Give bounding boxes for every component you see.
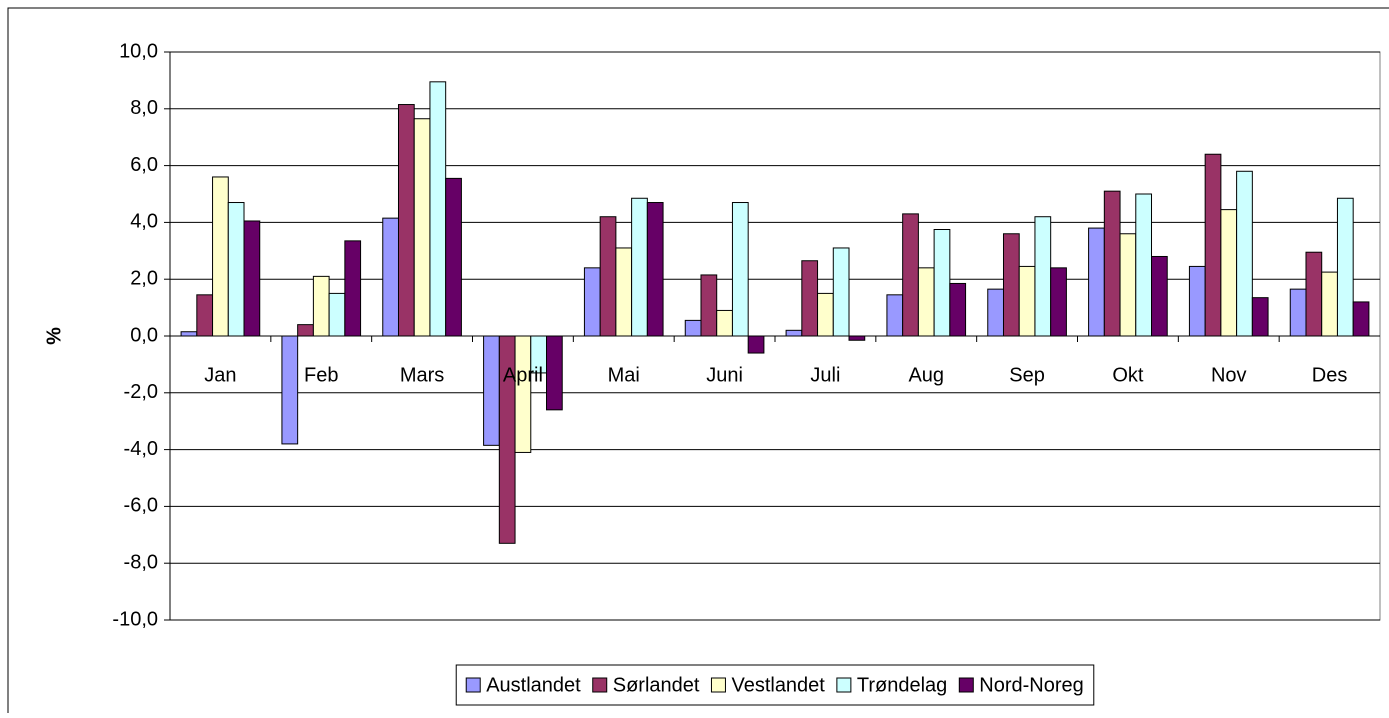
legend-swatch [710,677,726,693]
x-tick-label: Aug [908,364,944,386]
legend-label: Vestlandet [731,674,825,696]
bar [886,294,904,337]
x-tick-label: Des [1312,364,1348,386]
y-tick-label: 4,0 [130,211,158,233]
bar [1018,265,1036,337]
bar [583,267,601,337]
bar [731,202,749,337]
bar [917,267,935,337]
y-tick-label: -6,0 [124,495,158,517]
bar [1151,255,1168,337]
bar [445,177,462,337]
y-tick-label: -4,0 [124,438,158,460]
bar [312,275,330,337]
x-tick-label: Juni [706,364,743,386]
bar [1220,209,1238,337]
legend-label: Trøndelag [857,674,947,696]
bar [546,335,563,411]
bar [1204,153,1222,337]
x-tick-label: Mai [608,364,640,386]
bar [646,202,664,337]
bar [1251,297,1269,337]
bar [429,81,447,337]
bar [817,292,834,337]
legend-swatch [592,677,608,693]
y-tick-label: 6,0 [130,154,158,176]
x-tick-label: Okt [1112,364,1144,386]
legend-swatch [958,677,974,693]
bar [848,335,866,341]
bar [1135,193,1153,337]
x-tick-label: Mars [400,364,444,386]
bar [397,104,415,337]
x-tick-label: Juli [810,364,840,386]
bar [297,324,314,337]
bar [1050,267,1067,337]
bar [933,229,951,337]
bar [1236,170,1253,337]
bar [328,292,346,337]
y-tick-label: 10,0 [119,40,158,62]
y-axis-label: % [43,327,65,345]
bar [747,335,765,354]
legend-label: Nord-Noreg [979,674,1083,696]
bar [1289,288,1307,337]
bar [1034,216,1052,337]
y-tick-label: -8,0 [124,551,158,573]
bar [1305,251,1323,337]
bar [832,247,850,337]
legend-swatch [836,677,852,693]
bar [196,294,214,337]
bar [1119,233,1137,337]
x-tick-label: Feb [304,364,338,386]
bar [1188,265,1206,337]
bar [180,331,198,337]
bar [785,329,803,337]
bar [413,118,431,337]
bar [599,216,617,337]
legend-label: Austlandet [486,674,581,696]
y-tick-label: -2,0 [124,381,158,403]
bar [281,335,299,445]
x-tick-label: Jan [204,364,236,386]
bar [1321,271,1338,337]
x-tick-label: April [503,364,543,386]
bar [1336,197,1354,337]
bar [949,282,967,337]
bar [212,176,229,337]
bar [227,202,245,337]
bar [716,309,733,337]
y-tick-label: -10,0 [112,608,158,630]
bar [243,220,261,337]
legend [455,664,1095,706]
bar [514,335,532,453]
y-tick-label: 8,0 [130,97,158,119]
bar [483,335,500,446]
x-tick-label: Nov [1211,364,1247,386]
bar [801,260,819,337]
legend-label: Sørlandet [613,674,700,696]
bar [631,197,648,337]
y-tick-label: 2,0 [130,267,158,289]
bar [684,319,702,337]
legend-swatch [465,677,481,693]
bar [987,288,1004,337]
bar [1088,227,1105,337]
bar [902,213,919,337]
bar [382,217,399,337]
bar [615,247,633,337]
bar [700,274,718,337]
y-tick-label: 0,0 [130,324,158,346]
bar [1002,233,1020,337]
bar [344,240,362,337]
x-tick-label: Sep [1009,364,1045,386]
bar [1352,301,1370,337]
bar [1103,190,1121,337]
